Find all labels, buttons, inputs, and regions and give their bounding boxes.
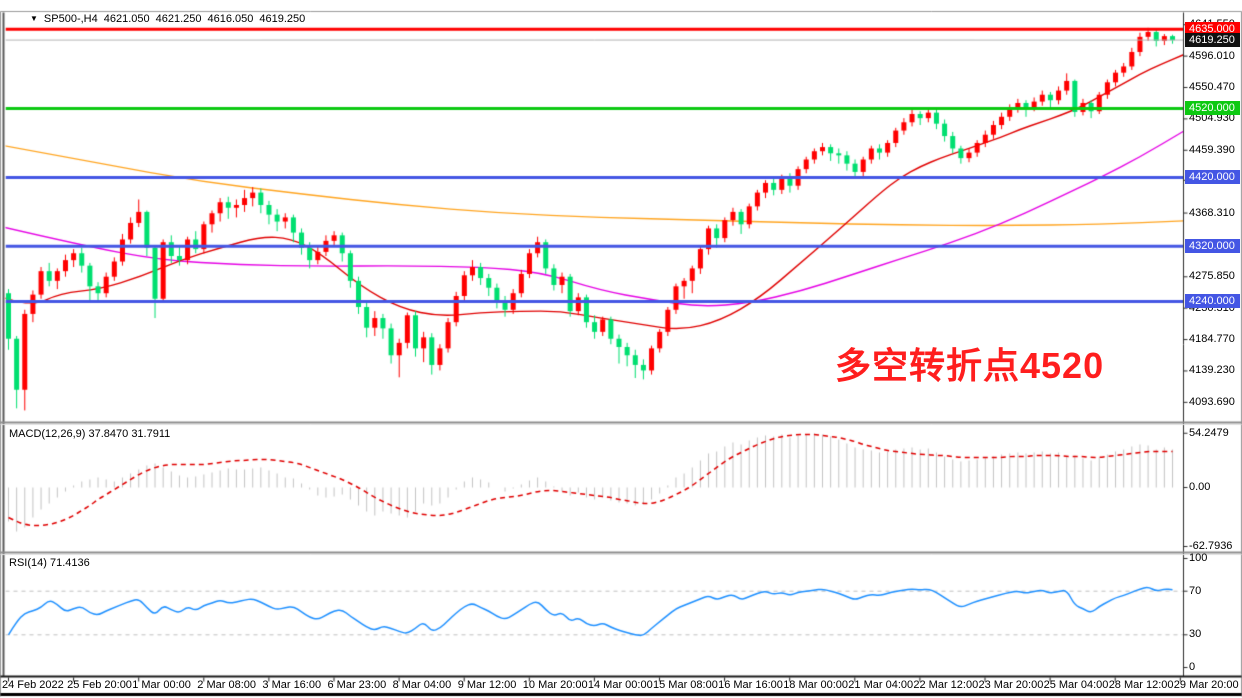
price-tick-label: 4093.690 (1189, 395, 1235, 408)
rsi-tick-label: 30 (1189, 628, 1202, 641)
rsi-tick-label: 100 (1189, 552, 1208, 564)
time-tick-label: 15 Mar 08:00 (653, 679, 718, 691)
price-tick-label: 4275.850 (1189, 270, 1235, 283)
rsi-name: RSI(14) (9, 557, 47, 569)
macd-main-value: 37.8470 (88, 428, 129, 440)
time-tick-label: 18 Mar 00:00 (783, 679, 849, 691)
rsi-tick-label: 0 (1189, 661, 1196, 673)
price-badge: 4520.000 (1185, 101, 1240, 115)
price-badge: 4320.000 (1185, 238, 1240, 253)
time-tick-label: 24 Feb 2022 (2, 679, 64, 691)
time-tick-label: 2 Mar 08:00 (197, 679, 256, 691)
symbol-dropdown-icon[interactable]: ▼ (30, 14, 38, 23)
macd-signal-value: 31.7911 (131, 428, 171, 440)
price-tick-label: 4504.930 (1189, 112, 1235, 125)
price-tick-label: 4368.310 (1189, 206, 1235, 219)
trade-annotation: 多空转折点4520 (835, 345, 1105, 386)
time-tick-label: 29 Mar 20:00 (1173, 679, 1239, 691)
price-tick-label: 4550.470 (1189, 80, 1235, 93)
macd-tick-label: -62.7936 (1189, 540, 1233, 552)
ohlc-close: 4619.250 (259, 13, 306, 25)
time-tick-label: 28 Mar 12:00 (1108, 679, 1174, 691)
time-tick-label: 10 Mar 20:00 (522, 679, 588, 691)
time-tick-label: 23 Mar 20:00 (978, 679, 1044, 691)
macd-tick-label: 54.2479 (1189, 426, 1229, 439)
price-tick-label: 4139.230 (1189, 364, 1235, 377)
macd-indicator-label: MACD(12,26,9) 37.8470 31.7911 (9, 428, 170, 441)
symbol-timeframe: SP500-,H4 (43, 13, 98, 25)
time-tick-label: 21 Mar 04:00 (848, 679, 914, 691)
time-tick-label: 25 Feb 20:00 (67, 679, 132, 691)
time-tick-label: 9 Mar 12:00 (457, 679, 517, 691)
macd-tick-label: 0.00 (1189, 481, 1211, 493)
rsi-indicator-label: RSI(14) 71.4136 (9, 557, 90, 570)
rsi-tick-label: 70 (1189, 584, 1202, 597)
price-badge: 4619.250 (1185, 32, 1240, 47)
ohlc-open: 4621.050 (103, 13, 150, 25)
time-tick-label: 16 Mar 16:00 (718, 679, 783, 691)
price-badge: 4240.000 (1185, 294, 1240, 308)
price-badge: 4635.000 (1185, 21, 1240, 36)
price-badge: 4420.000 (1185, 169, 1240, 184)
time-tick-label: 1 Mar 00:00 (132, 679, 191, 691)
time-tick-label: 14 Mar 00:00 (587, 679, 653, 691)
price-tick-label: 4459.390 (1189, 143, 1235, 156)
time-tick-label: 3 Mar 16:00 (262, 679, 322, 691)
ohlc-high: 4621.250 (155, 13, 202, 25)
ohlc-low: 4616.050 (207, 13, 254, 25)
chart-title: ▼ SP500-,H4 4621.050 4621.250 4616.050 4619.2… (30, 13, 311, 26)
time-tick-label: 22 Mar 12:00 (913, 679, 979, 691)
macd-name: MACD(12,26,9) (9, 428, 86, 440)
price-tick-label: 4184.770 (1189, 333, 1235, 346)
rsi-value: 71.4136 (49, 557, 90, 569)
time-tick-label: 25 Mar 04:00 (1043, 679, 1109, 691)
price-tick-label: 4596.010 (1189, 49, 1235, 62)
time-tick-label: 8 Mar 04:00 (392, 679, 452, 691)
time-tick-label: 6 Mar 23:00 (327, 679, 387, 691)
